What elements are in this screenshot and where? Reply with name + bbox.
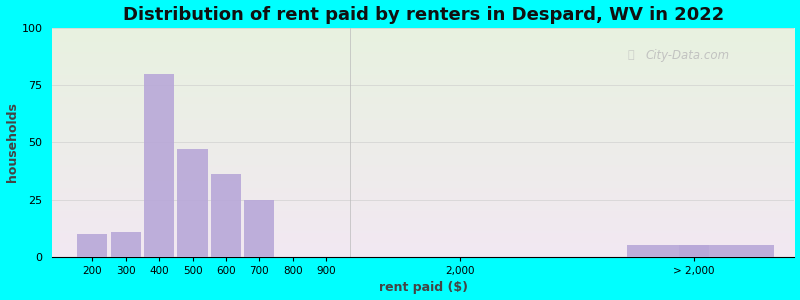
- Bar: [77, 234, 107, 257]
- Bar: [110, 232, 141, 257]
- Y-axis label: households: households: [6, 102, 18, 182]
- Bar: [211, 174, 241, 257]
- Title: Distribution of rent paid by renters in Despard, WV in 2022: Distribution of rent paid by renters in …: [122, 6, 724, 24]
- Bar: [244, 200, 274, 257]
- Bar: [627, 245, 774, 257]
- X-axis label: rent paid ($): rent paid ($): [378, 281, 468, 294]
- Bar: [178, 149, 207, 257]
- Text: City-Data.com: City-Data.com: [646, 49, 730, 62]
- Text: 🔍: 🔍: [627, 50, 634, 60]
- Bar: [679, 245, 709, 257]
- Bar: [144, 74, 174, 257]
